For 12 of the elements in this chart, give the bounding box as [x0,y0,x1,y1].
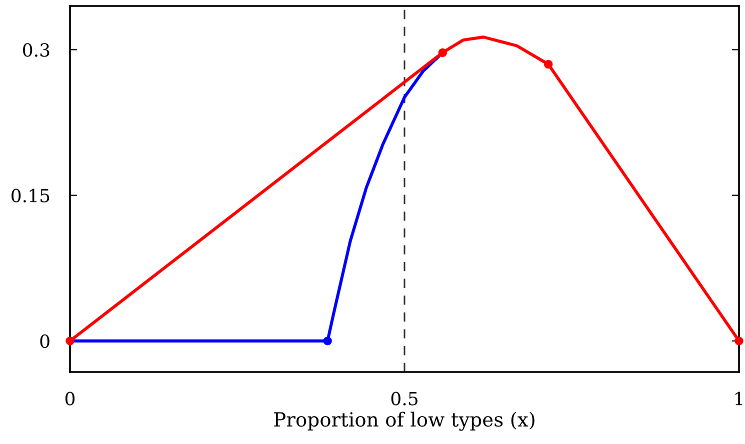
y-tick-label: 0.3 [23,43,50,57]
x-axis-title: Proportion of low types (x) [274,412,534,431]
point [438,48,448,57]
point [734,336,744,346]
point [66,336,74,346]
x-tick-label: 1 [735,392,742,406]
y-tick-label: 0 [40,334,50,348]
y-tick-label: 0.15 [12,188,50,202]
x-tick-label: 0.5 [391,392,418,406]
x-tick-label: 0 [65,392,75,406]
point [323,336,332,346]
point [544,60,553,69]
